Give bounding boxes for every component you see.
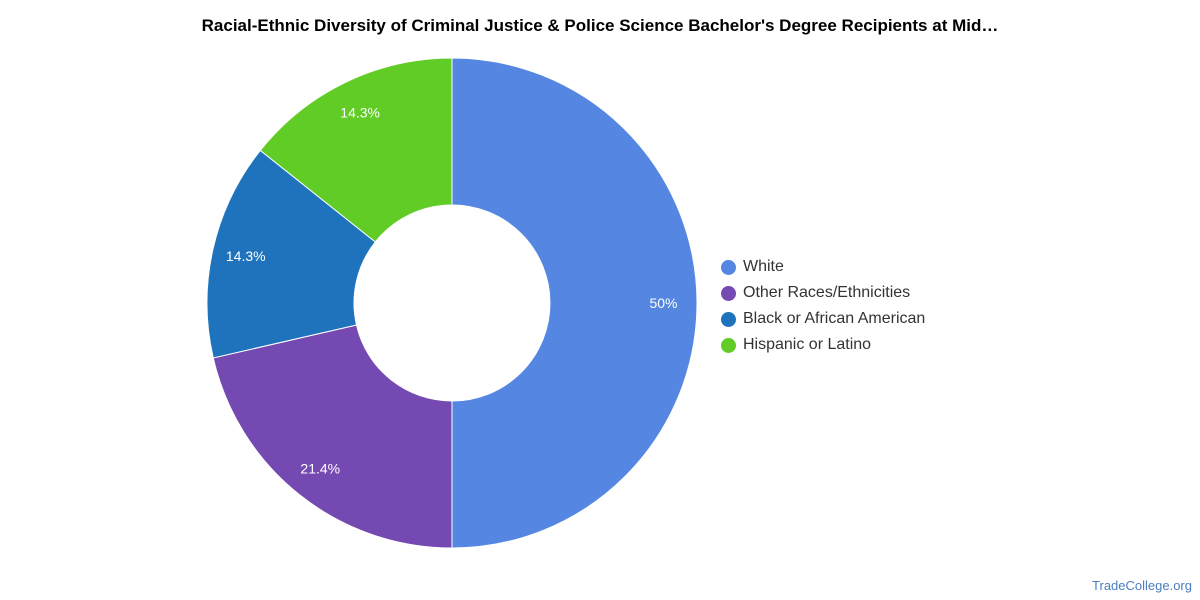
slice-label: 14.3% bbox=[226, 248, 266, 264]
chart-title: Racial-Ethnic Diversity of Criminal Just… bbox=[201, 16, 999, 35]
legend-swatch bbox=[721, 285, 736, 301]
source-credit[interactable]: TradeCollege.org bbox=[1092, 578, 1192, 593]
legend-item[interactable]: Other Races/Ethnicities bbox=[721, 280, 925, 306]
legend-swatch bbox=[721, 337, 736, 353]
chart-legend: White Other Races/Ethnicities Black or Afr… bbox=[721, 254, 925, 358]
slice-hispanic-or-latino[interactable] bbox=[259, 57, 453, 243]
slice-white[interactable] bbox=[451, 57, 698, 549]
slice-other-races-ethnicities[interactable] bbox=[212, 324, 453, 549]
slice-black-or-african-american[interactable] bbox=[206, 149, 377, 359]
slice-label: 21.4% bbox=[300, 460, 340, 476]
legend-swatch bbox=[721, 259, 736, 275]
legend-item[interactable]: Black or African American bbox=[721, 306, 925, 332]
slice-label: 50% bbox=[649, 295, 677, 311]
slice-label: 14.3% bbox=[340, 104, 380, 120]
legend-label: Hispanic or Latino bbox=[743, 336, 872, 353]
legend-label: Black or African American bbox=[743, 310, 926, 327]
legend-swatch bbox=[721, 311, 736, 327]
legend-label: Other Races/Ethnicities bbox=[743, 284, 911, 301]
legend-item[interactable]: Hispanic or Latino bbox=[721, 332, 925, 358]
legend-label: White bbox=[743, 258, 784, 275]
legend-item[interactable]: White bbox=[721, 254, 925, 280]
